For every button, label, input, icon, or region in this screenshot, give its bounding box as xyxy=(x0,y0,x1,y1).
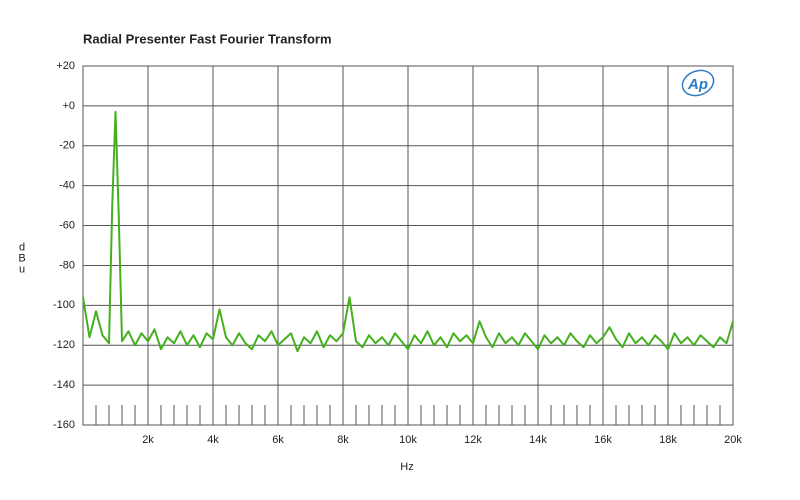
x-tick-label: 8k xyxy=(337,434,349,446)
y-tick-label: -20 xyxy=(59,140,75,152)
x-tick-label: 6k xyxy=(272,434,284,446)
y-tick-label: +20 xyxy=(56,60,75,72)
logo-ring xyxy=(681,69,715,97)
y-axis-label: dBu xyxy=(16,242,28,275)
x-tick-label: 14k xyxy=(529,434,547,446)
y-tick-label: -100 xyxy=(53,299,75,311)
x-tick-label: 12k xyxy=(464,434,482,446)
logo: Ap xyxy=(687,76,708,93)
y-tick-label: -80 xyxy=(59,259,75,271)
x-axis-label: Hz xyxy=(400,461,413,473)
x-tick-label: 18k xyxy=(659,434,677,446)
x-tick-label: 10k xyxy=(399,434,417,446)
y-tick-label: -140 xyxy=(53,379,75,391)
x-tick-label: 4k xyxy=(207,434,219,446)
y-tick-label: -120 xyxy=(53,339,75,351)
chart-title: Radial Presenter Fast Fourier Transform xyxy=(83,31,332,46)
fft-trace xyxy=(82,110,734,353)
y-tick-label: -160 xyxy=(53,419,75,431)
y-tick-label: -60 xyxy=(59,219,75,231)
y-tick-label: +0 xyxy=(62,100,75,112)
y-tick-label: -40 xyxy=(59,180,75,192)
x-tick-label: 2k xyxy=(142,434,154,446)
x-tick-label: 20k xyxy=(724,434,742,446)
x-tick-label: 16k xyxy=(594,434,612,446)
